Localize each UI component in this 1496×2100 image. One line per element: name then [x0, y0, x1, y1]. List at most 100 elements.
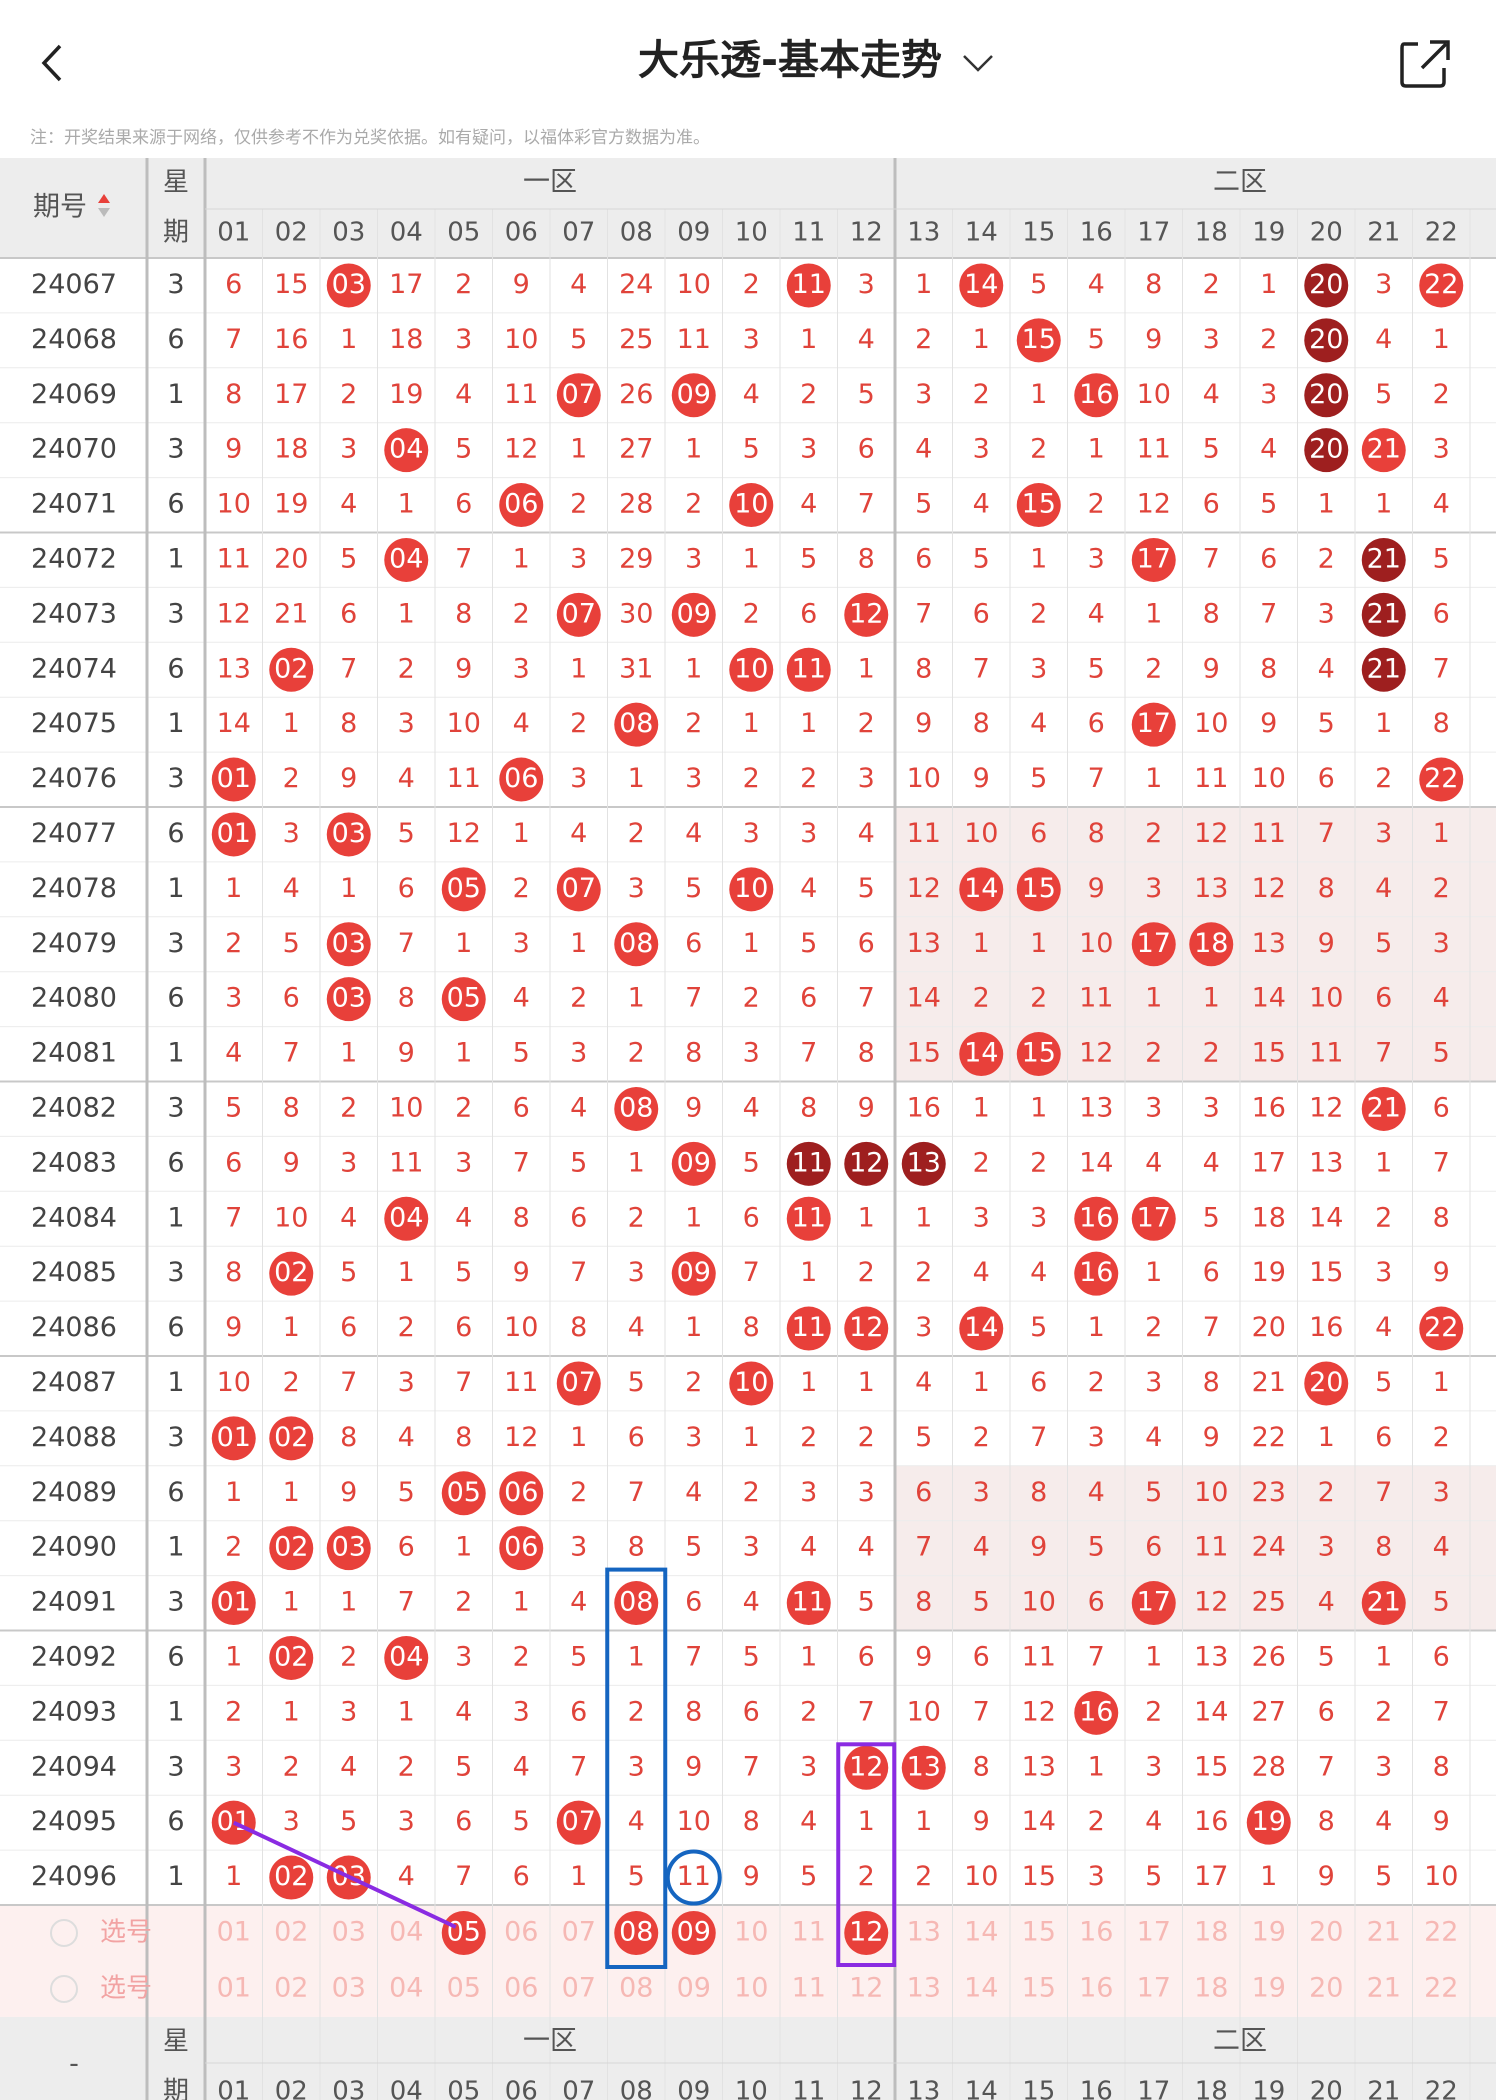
drawn-ball — [211, 1581, 256, 1626]
pick-number[interactable]: 03 — [332, 1973, 366, 2004]
pick-number[interactable]: 21 — [1367, 1973, 1401, 2004]
miss-count: 16 — [907, 1092, 941, 1123]
pick-number[interactable]: 01 — [217, 1973, 251, 2004]
selected-ball[interactable] — [844, 1911, 889, 1955]
pick-number[interactable]: 17 — [1137, 1973, 1171, 2004]
pick-number[interactable]: 22 — [1424, 1917, 1458, 1948]
pick-number[interactable]: 02 — [274, 1973, 308, 2004]
drawn-ball — [1016, 867, 1061, 912]
miss-count: 5 — [1318, 708, 1335, 739]
miss-count: 2 — [1433, 873, 1450, 904]
title-dropdown[interactable] — [963, 55, 993, 72]
pick-number[interactable]: 15 — [1022, 1917, 1056, 1948]
miss-count: 23 — [1252, 1477, 1286, 1508]
miss-count: 1 — [800, 1367, 817, 1398]
pick-number[interactable]: 22 — [1424, 1973, 1458, 2004]
pick-number[interactable]: 06 — [504, 1973, 538, 2004]
radio[interactable] — [50, 1975, 78, 2003]
miss-count: 11 — [504, 1367, 538, 1398]
pick-number[interactable]: 19 — [1252, 1973, 1286, 2004]
pick-number[interactable]: 01 — [217, 1917, 251, 1948]
pick-number[interactable]: 08 — [619, 1917, 653, 1948]
selected-ball[interactable] — [441, 1911, 486, 1955]
pick-number[interactable]: 13 — [907, 1917, 941, 1948]
pick-number[interactable]: 09 — [677, 1917, 711, 1948]
period: 24090 — [31, 1532, 117, 1563]
pick-number[interactable]: 12 — [849, 1973, 883, 2004]
miss-count: 4 — [800, 873, 817, 904]
miss-count: 6 — [1433, 598, 1450, 629]
selected-ball[interactable] — [671, 1911, 716, 1955]
miss-count: 11 — [1022, 1641, 1056, 1672]
miss-count: 7 — [283, 1038, 300, 1069]
pick-number[interactable]: 14 — [964, 1917, 998, 1948]
pick-number[interactable]: 09 — [677, 1973, 711, 2004]
pick-number[interactable]: 05 — [447, 1973, 481, 2004]
selected-ball[interactable] — [614, 1911, 659, 1955]
pick-number[interactable]: 18 — [1194, 1917, 1228, 1948]
page-title[interactable]: 大乐透-基本走势 — [638, 36, 942, 84]
column-label: 02 — [275, 218, 308, 248]
miss-count: 8 — [340, 1422, 357, 1453]
miss-count: 1 — [915, 269, 932, 300]
pick-number[interactable]: 11 — [792, 1917, 826, 1948]
drawn-ball — [786, 1306, 831, 1351]
miss-count: 2 — [973, 379, 990, 410]
radio[interactable] — [50, 1919, 78, 1947]
miss-count: 7 — [1318, 818, 1335, 849]
weekday: 3 — [167, 1751, 184, 1782]
miss-count: 1 — [915, 1202, 932, 1233]
pick-number[interactable]: 13 — [907, 1973, 941, 2004]
pick-number[interactable]: 08 — [619, 1973, 653, 2004]
pick-number[interactable]: 05 — [447, 1917, 481, 1948]
pick-number[interactable]: 07 — [562, 1917, 596, 1948]
pick-number[interactable]: 10 — [734, 1917, 768, 1948]
miss-count: 4 — [1433, 983, 1450, 1014]
drawn-ball — [269, 1635, 314, 1680]
pick-number[interactable]: 04 — [389, 1917, 423, 1948]
miss-count: 10 — [1194, 1477, 1228, 1508]
miss-count: 10 — [677, 1806, 711, 1837]
weekday: 6 — [167, 818, 184, 849]
pick-number[interactable]: 20 — [1309, 1917, 1343, 1948]
miss-count: 15 — [907, 1038, 941, 1069]
pick-number[interactable]: 20 — [1309, 1973, 1343, 2004]
weekday: 1 — [167, 1367, 184, 1398]
miss-count: 5 — [685, 873, 702, 904]
drawn-number: 12 — [849, 1751, 883, 1782]
miss-count: 4 — [513, 983, 530, 1014]
miss-count: 7 — [1260, 598, 1277, 629]
pick-number[interactable]: 10 — [734, 1973, 768, 2004]
miss-count: 15 — [1309, 1257, 1343, 1288]
miss-count: 7 — [858, 983, 875, 1014]
miss-count: 1 — [513, 1587, 530, 1618]
pick-number[interactable]: 18 — [1194, 1973, 1228, 2004]
drawn-number: 22 — [1424, 1312, 1458, 1343]
pick-number[interactable]: 07 — [562, 1973, 596, 2004]
pick-number[interactable]: 14 — [964, 1973, 998, 2004]
pick-number[interactable]: 16 — [1079, 1973, 1113, 2004]
pick-number[interactable]: 02 — [274, 1917, 308, 1948]
pick-number[interactable]: 03 — [332, 1917, 366, 1948]
pick-number[interactable]: 15 — [1022, 1973, 1056, 2004]
pick-number[interactable]: 04 — [389, 1973, 423, 2004]
pick-number[interactable]: 17 — [1137, 1917, 1171, 1948]
pick-number[interactable]: 19 — [1252, 1917, 1286, 1948]
period-label[interactable]: 期号 — [33, 192, 87, 223]
pick-number[interactable]: 21 — [1367, 1917, 1401, 1948]
miss-count: 7 — [1088, 763, 1105, 794]
pick-number[interactable]: 06 — [504, 1917, 538, 1948]
miss-count: 3 — [1375, 1751, 1392, 1782]
miss-count: 8 — [973, 708, 990, 739]
picker-label[interactable]: 选号 — [100, 1918, 152, 1948]
drawn-ball — [786, 1141, 831, 1186]
pick-number[interactable]: 12 — [849, 1917, 883, 1948]
picker-label[interactable]: 选号 — [100, 1974, 152, 2004]
pick-number[interactable]: 16 — [1079, 1917, 1113, 1948]
pick-number[interactable]: 11 — [792, 1973, 826, 2004]
share-button[interactable] — [1400, 40, 1450, 88]
back-button[interactable] — [41, 44, 62, 82]
period: 24095 — [31, 1806, 117, 1837]
drawn-ball — [211, 812, 256, 857]
drawn-ball — [441, 867, 486, 912]
